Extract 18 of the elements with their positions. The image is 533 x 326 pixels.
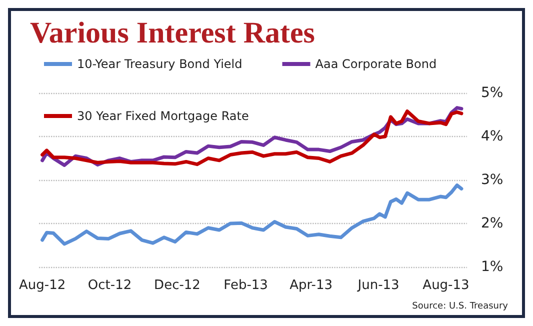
legend-label: 30 Year Fixed Mortgage Rate [77, 109, 249, 123]
x-tick-label: Dec-12 [154, 278, 200, 293]
y-tick-label: 3% [481, 172, 504, 188]
y-tick-label: 1% [481, 259, 504, 275]
legend-label: Aaa Corporate Bond [315, 57, 437, 71]
chart-title: Various Interest Rates [30, 16, 315, 50]
x-tick-label: Feb-13 [224, 278, 268, 293]
legend-label: 10-Year Treasury Bond Yield [77, 57, 242, 71]
x-tick-label: Apr-13 [290, 278, 333, 293]
line-series [40, 183, 464, 246]
y-tick-label: 4% [481, 128, 504, 144]
x-tick-label: Aug-12 [19, 278, 66, 293]
y-tick-label: 5% [481, 85, 504, 101]
source-note: Source: U.S. Treasury [412, 302, 509, 312]
x-tick-label: Oct-12 [88, 278, 132, 293]
x-tick-label: Aug-13 [422, 278, 470, 293]
x-tick-label: Jun-13 [356, 278, 400, 293]
y-tick-label: 2% [481, 216, 504, 232]
